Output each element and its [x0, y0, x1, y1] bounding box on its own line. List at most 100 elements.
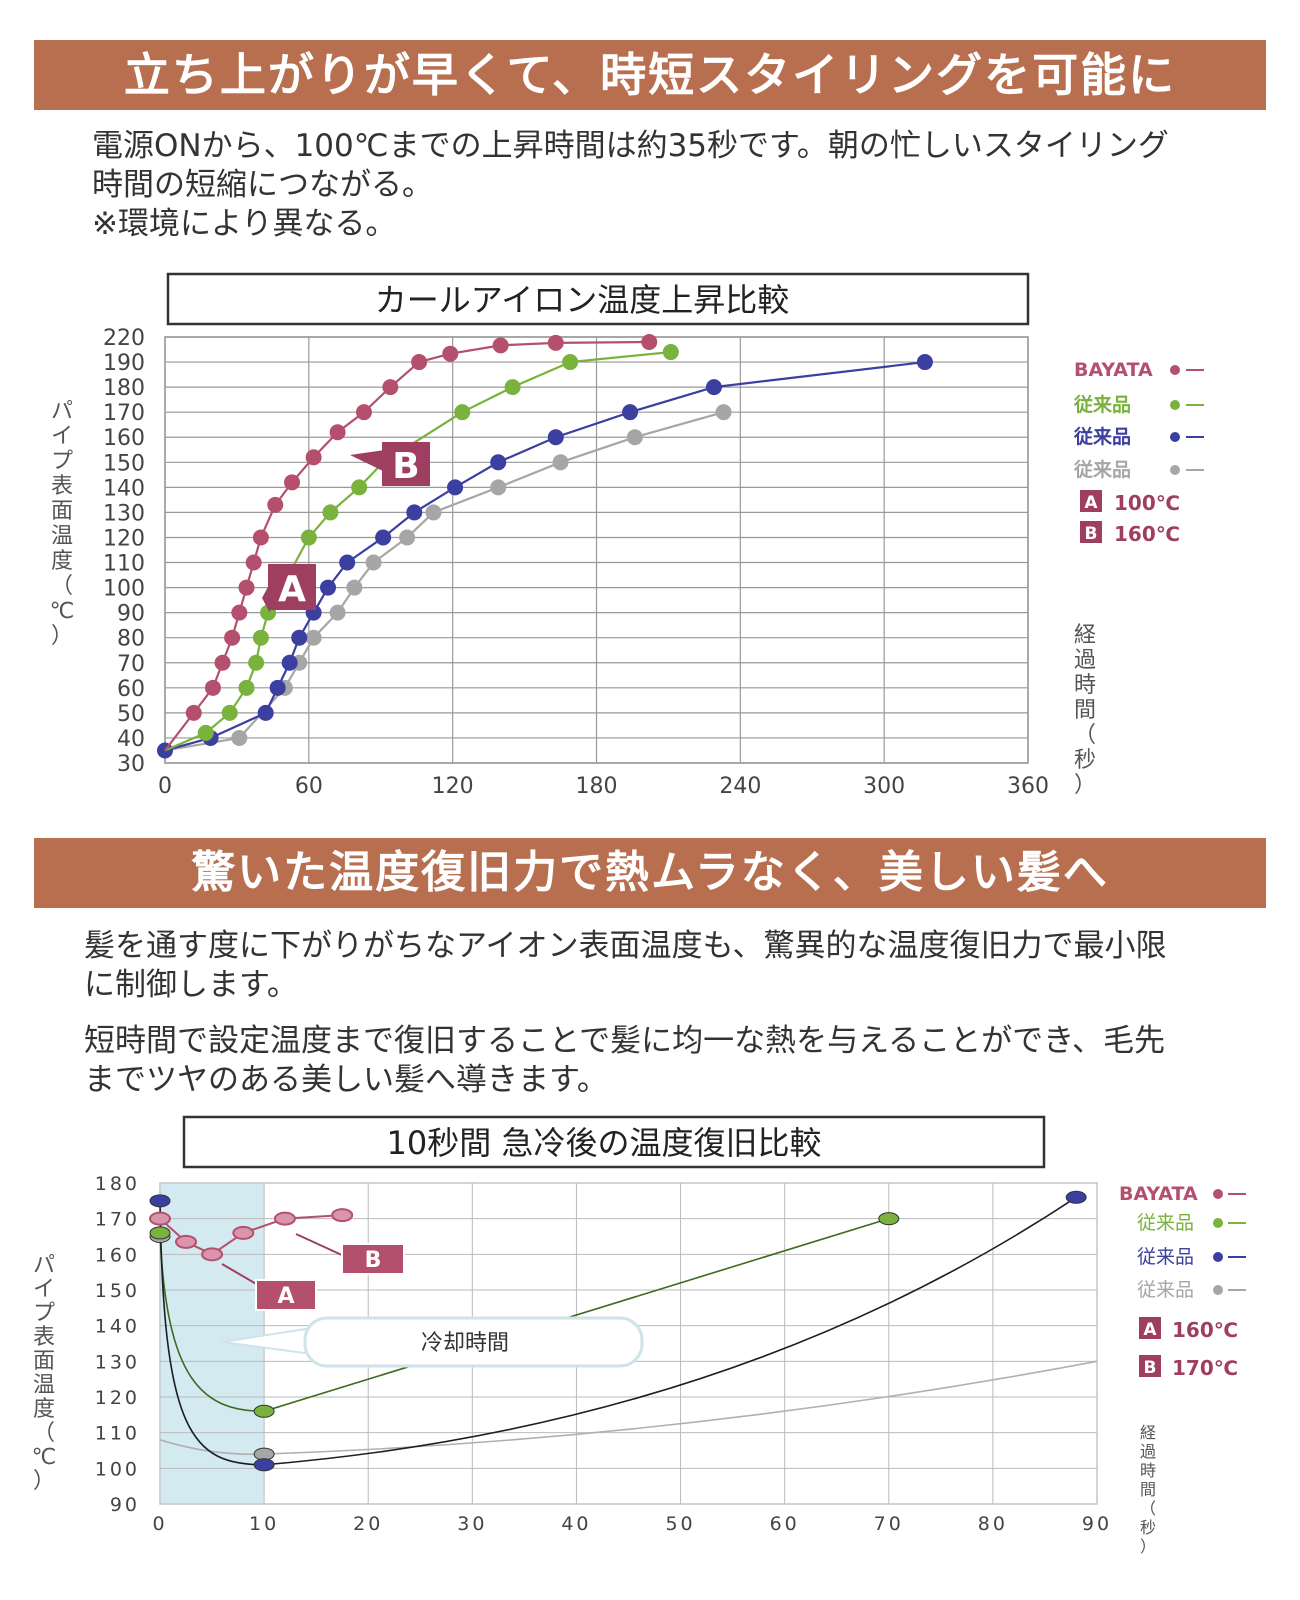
chart1-data-point	[257, 704, 274, 721]
chart2-ytick-label: 140	[95, 1316, 140, 1338]
chart2-ylabel-char: 温	[33, 1373, 55, 1398]
chart2-title-box	[182, 1115, 1046, 1169]
chart1-data-point	[284, 474, 301, 491]
chart1-data-point	[351, 479, 368, 496]
chart2-callout-b-pointer	[295, 1233, 345, 1257]
chart1-data-point	[305, 629, 322, 646]
chart1-data-point	[547, 334, 564, 351]
chart1-ylabel-char: （	[51, 574, 73, 599]
chart2-series-curve	[159, 1360, 1098, 1456]
chart1-legend-label: 従来品	[1073, 425, 1131, 448]
chart2-xlabel-char: 経	[1140, 1423, 1156, 1442]
chart2-data-point	[273, 1211, 296, 1226]
chart1-data-point	[231, 729, 248, 746]
chart1-data-point	[562, 354, 579, 371]
chart1-data-point	[490, 479, 507, 496]
chart2-data-point	[149, 1194, 171, 1208]
section1-text-line3: ※環境により異なる。	[92, 206, 397, 242]
chart2-title: 10秒間 急冷後の温度復旧比較	[387, 1124, 822, 1162]
chart2-note-badge	[1139, 1355, 1161, 1377]
chart1-data-point	[406, 504, 423, 521]
chart1-xlabel-char: 経	[1074, 623, 1096, 648]
chart2-xtick-label: 30	[457, 1513, 487, 1535]
chart2-data-point	[175, 1234, 198, 1249]
chart1-data-point	[622, 404, 639, 421]
temperature-recovery-chart: 10秒間 急冷後の温度復旧比較9010011012013014015016017…	[32, 1115, 1246, 1556]
chart1-legend-marker	[1170, 400, 1180, 410]
chart1-ytick-label: 60	[117, 677, 145, 702]
chart1-data-point	[252, 529, 269, 546]
chart2-ytick-label: 120	[95, 1387, 140, 1409]
chart1-data-point	[329, 424, 346, 441]
chart2-series-curve	[159, 1196, 1077, 1466]
chart1-ytick-label: 220	[103, 326, 145, 351]
chart2-ytick-label: 90	[110, 1494, 140, 1516]
chart1-xtick-label: 300	[863, 774, 905, 799]
chart2-xtick-label: 50	[665, 1513, 695, 1535]
chart1-callout-b-pointer	[350, 450, 385, 472]
chart2-xtick-label: 70	[874, 1513, 904, 1535]
chart1-data-point	[281, 654, 298, 671]
chart1-data-point	[248, 654, 265, 671]
chart1-ytick-label: 140	[103, 476, 145, 501]
chart2-data-point	[149, 1211, 171, 1226]
chart1-note-badge	[1080, 490, 1102, 512]
chart2-ylabel-char: 度	[33, 1397, 55, 1422]
chart1-ylabel-char: パ	[51, 399, 73, 424]
chart2-note-badge-label: B	[1144, 1358, 1157, 1378]
chart1-xlabel-char: 過	[1074, 648, 1096, 673]
chart2-legend-label: 従来品	[1137, 1246, 1194, 1268]
chart2-xtick-label: 0	[152, 1513, 167, 1535]
section2-text-line3: 短時間で設定温度まで復旧することで髪に均一な熱を与えることができ、毛先	[84, 1023, 1165, 1059]
chart1-data-point	[365, 554, 382, 571]
chart1-data-point	[447, 479, 464, 496]
chart1-data-point	[411, 354, 428, 371]
chart1-callout-a-box	[268, 564, 316, 610]
chart1-xtick-label: 0	[158, 774, 172, 799]
chart1-data-point	[329, 604, 346, 621]
section2-heading: 驚いた温度復旧力で熱ムラなく、美しい髪へ	[34, 838, 1266, 908]
chart1-ylabel-char: ℃	[50, 599, 75, 624]
chart1-xlabel-char: ）	[1074, 773, 1096, 798]
chart2-legend-marker	[1213, 1218, 1223, 1228]
chart2-data-point	[331, 1208, 354, 1223]
chart1-ytick-label: 110	[103, 552, 145, 577]
chart1-callout-b: B	[350, 442, 430, 487]
chart2-cooling-time-callout: 冷却時間	[221, 1316, 644, 1368]
chart2-legend-label: 従来品	[1137, 1212, 1194, 1234]
chart1-xlabel-char: （	[1074, 723, 1096, 748]
chart2-cooling-label: 冷却時間	[421, 1331, 509, 1356]
chart2-ytick-label: 110	[95, 1423, 140, 1445]
chart1-data-point	[320, 579, 337, 596]
chart1-data-point	[382, 379, 399, 396]
chart2-ylabel-char: 面	[33, 1349, 55, 1374]
chart1-ytick-label: 100	[103, 577, 145, 602]
chart2-ylabel-char: ℃	[32, 1445, 57, 1470]
section1-heading: 立ち上がりが早くて、時短スタイリングを可能に	[34, 40, 1266, 110]
chart2-ytick-label: 100	[95, 1458, 140, 1480]
chart1-data-point	[547, 429, 564, 446]
chart2-xlabel-char: （	[1140, 1499, 1156, 1518]
chart1-xtick-label: 120	[432, 774, 474, 799]
chart2-callout-b-box	[341, 1243, 405, 1275]
chart1-data-point	[305, 449, 322, 466]
chart2-data-point	[253, 1447, 275, 1461]
chart1-ytick-label: 30	[117, 752, 145, 777]
chart2-note-text: 160℃	[1172, 1318, 1238, 1342]
chart1-note-badge	[1080, 521, 1102, 543]
chart1-data-point	[355, 404, 372, 421]
chart2-ylabel-char: イ	[33, 1277, 55, 1302]
section2-text-line4: までツヤのある美しい髪へ導きます。	[84, 1062, 608, 1098]
chart2-callout-a-box	[255, 1279, 317, 1311]
chart1-data-point	[214, 654, 231, 671]
chart2-xtick-label: 40	[561, 1513, 591, 1535]
chart2-ytick-label: 160	[95, 1244, 140, 1266]
chart2-xlabel-char: 間	[1140, 1480, 1156, 1499]
chart2-callout-a-label: A	[277, 1284, 294, 1309]
chart1-data-point	[490, 454, 507, 471]
chart1-legend-marker	[1170, 432, 1180, 442]
chart1-ytick-label: 160	[103, 426, 145, 451]
chart2-note-badge	[1139, 1317, 1161, 1339]
chart2-xtick-label: 10	[249, 1513, 279, 1535]
